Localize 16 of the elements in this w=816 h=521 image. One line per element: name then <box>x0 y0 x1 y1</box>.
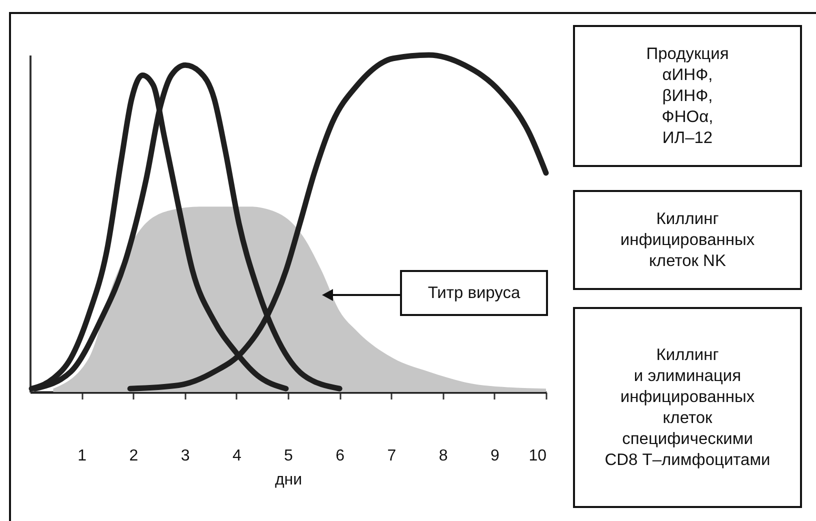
x-tick-label: 6 <box>336 448 345 464</box>
x-tick-label: 4 <box>232 448 242 464</box>
text-box: Титр вируса <box>400 270 548 316</box>
x-tick-label: 3 <box>180 448 190 464</box>
x-tick-label: 5 <box>284 448 294 464</box>
x-tick-label: 8 <box>438 448 448 464</box>
x-tick-label: 9 <box>490 448 500 464</box>
x-tick-label: 1 <box>78 448 87 464</box>
x-axis-title: дни <box>274 472 302 488</box>
x-tick-label: 7 <box>387 448 396 464</box>
text-box: Киллинг и элиминация инфицированных клеток специфическими CD8 Т–лимфоцитами <box>573 307 802 508</box>
x-tick-label: 2 <box>129 448 138 464</box>
x-tick-label: 10 <box>528 448 547 464</box>
text-box: Продукция αИНФ, βИНФ, ФНОα, ИЛ–12 <box>573 25 802 167</box>
text-box: Киллинг инфицированных клеток NK <box>573 190 802 290</box>
annotation: Титр вируса <box>426 282 522 304</box>
